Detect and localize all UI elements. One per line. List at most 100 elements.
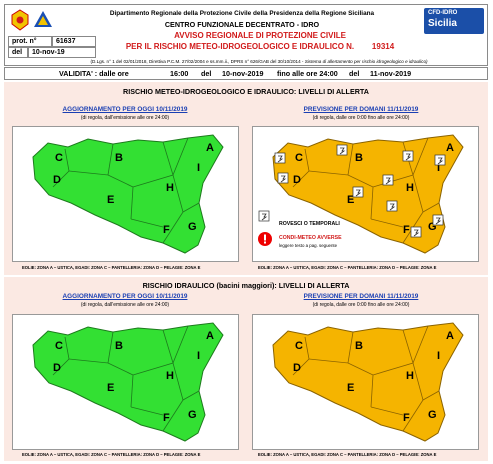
centre-title: CENTRO FUNZIONALE DECENTRATO - IDRO [164,20,320,29]
storm-icon [336,144,348,156]
zone-label-f: F [403,412,410,424]
zone-label-f: F [403,224,410,236]
adverse-weather-icon [258,232,272,246]
zone-label-i: I [197,162,200,174]
section1-footer-right: EOLIE: ZONA A – USTICA, EGADI: ZONA C – … [258,265,437,270]
storm-icon [274,152,286,164]
zone-label-a: A [446,330,454,342]
legal-reference-main: (D.Lgs. n° 1 del 02/01/2018, Direttiva P… [90,59,305,64]
zone-label-a: A [206,330,214,342]
zone-label-d: D [293,362,301,374]
trinacria-icon [11,9,29,31]
prot-label: prot. n° [8,36,52,47]
legal-reference-system: Sistema di allertamento per rischio idro… [304,59,428,64]
section2-footer-right: EOLIE: ZONA A – USTICA, EGADI: ZONA C – … [258,452,437,457]
zone-label-c: C [295,340,303,352]
storm-icon [382,174,394,186]
section1-left-subtitle: (di regola, dall'emissione alle ore 24:0… [80,115,170,121]
zone-label-g: G [428,221,437,233]
sicilia-label: Sicilia [428,18,457,29]
section1-right-subtitle: (di regola, dalle ore 0:00 fino alle ore… [312,115,410,121]
cfd-idro-logo: CFD-IDRO Sicilia [424,8,484,34]
cfd-idro-label: CFD-IDRO [428,10,458,16]
zone-label-e: E [107,382,114,394]
avviso-title: AVVISO REGIONALE DI PROTEZIONE CIVILE [174,31,346,40]
zone-label-i: I [197,350,200,362]
storm-icon [402,150,414,162]
zone-label-e: E [107,194,114,206]
del-value: 10-nov-19 [28,47,96,58]
validity-from-time: 16:00 [170,69,189,78]
storm-legend-label: ROVESCI O TEMPORALI [279,221,340,227]
zone-label-g: G [188,221,197,233]
section1-right-title: PREVISIONE PER DOMANI 11/11/2019 [303,106,419,113]
storm-legend-icon [258,210,270,222]
prot-value: 61637 [52,36,96,47]
sicily-map-green: A B C D E F G H I [32,322,224,442]
section2-right-title: PREVISIONE PER DOMANI 11/11/2019 [303,293,419,300]
zone-borders [52,137,200,244]
storm-icon [352,186,364,198]
section2-left-title: AGGIORNAMENTO PER OGGI 10/11/2019 [62,293,188,300]
civil-protection-logo [33,9,53,31]
sicily-map-green: A B C D E F G H I [32,134,224,254]
avviso-number: 19314 [371,42,395,51]
adverse-legend-label: CONDI-METEO AVVERSE [279,235,342,241]
zone-label-b: B [355,152,363,164]
section1-title: RISCHIO METEO-IDROGEOLOGICO E IDRAULICO:… [123,87,369,96]
storm-icon [386,200,398,212]
zone-label-b: B [115,340,123,352]
zone-borders [292,325,440,432]
zone-label-f: F [163,224,170,236]
section1-left-map: A B C D E F G H I [12,126,239,262]
civil-protection-icon [34,11,52,27]
header-frame [4,4,488,66]
storm-icon [277,172,289,184]
zone-label-c: C [55,152,63,164]
zone-label-g: G [428,409,437,421]
section2-right-subtitle: (di regola, dalle ore 0:00 fino alle ore… [312,302,410,308]
zone-label-a: A [206,142,214,154]
validity-to-date: 11-nov-2019 [370,69,412,78]
zone-label-e: E [347,194,354,206]
section2-right-map: A B C D E F G H I [252,314,479,450]
section1-left-title: AGGIORNAMENTO PER OGGI 10/11/2019 [62,106,188,113]
avviso-subtitle: PER IL RISCHIO METEO-IDROGEOLOGICO E IDR… [100,42,420,51]
zone-label-h: H [406,182,414,194]
zone-label-b: B [355,340,363,352]
validity-del1: del [201,69,212,78]
zone-label-e: E [347,382,354,394]
section2-title: RISCHIO IDRAULICO (bacini maggiori): LIV… [142,281,350,290]
zone-label-h: H [166,182,174,194]
zone-label-f: F [163,412,170,424]
storm-icon [434,154,446,166]
zone-label-b: B [115,152,123,164]
zone-label-d: D [53,174,61,186]
adverse-legend-note: leggere testo a pag. seguente [279,243,338,248]
section1-footer-left: EOLIE: ZONA A – USTICA, EGADI: ZONA C – … [22,265,201,270]
storm-icons [274,144,446,238]
zone-label-c: C [55,340,63,352]
dept-title: Dipartimento Regionale della Protezione … [109,10,375,17]
section1-right-map: A B C D E F G H I [252,126,479,262]
zone-label-d: D [293,174,301,186]
validity-label: VALIDITA' : dalle ore [59,69,129,78]
validity-del2: del [349,69,360,78]
avviso-subtitle-text: PER IL RISCHIO METEO-IDROGEOLOGICO E IDR… [125,42,355,51]
section2-left-subtitle: (di regola, dall'emissione alle ore 24:0… [80,302,170,308]
zone-label-h: H [406,370,414,382]
validity-from-date: 10-nov-2019 [222,69,264,78]
validity-row: VALIDITA' : dalle ore 16:00 del 10-nov-2… [4,67,488,80]
sicily-map-orange: A B C D E F G H I [272,322,464,442]
storm-icon [410,226,422,238]
zone-label-d: D [53,362,61,374]
del-label: del [8,47,28,58]
sicily-map-orange: A B C D E F G H I [258,134,464,254]
section2-footer-left: EOLIE: ZONA A – USTICA, EGADI: ZONA C – … [22,452,201,457]
zone-label-h: H [166,370,174,382]
zone-label-a: A [446,142,454,154]
zone-label-g: G [188,409,197,421]
zone-label-i: I [437,350,440,362]
sicily-region-logo [10,9,30,31]
